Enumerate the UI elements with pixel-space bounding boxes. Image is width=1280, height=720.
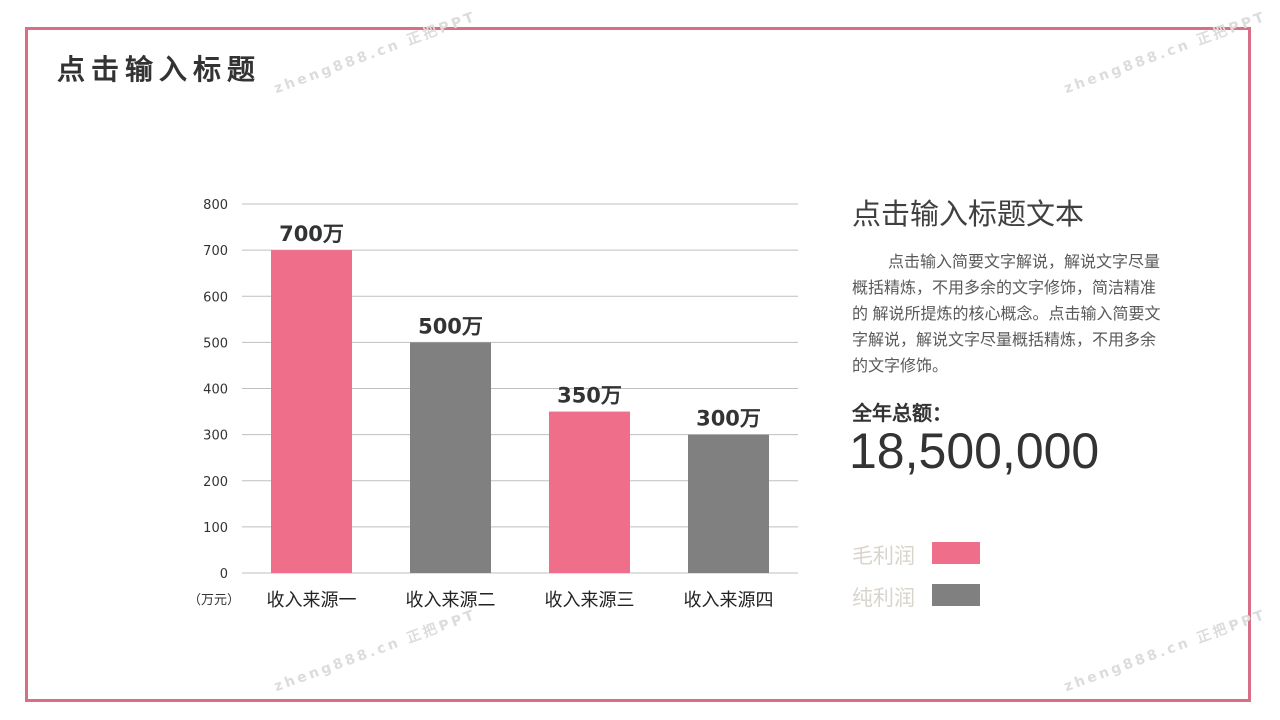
legend-label: 毛利润 xyxy=(852,544,915,568)
data-label: 300万 xyxy=(696,407,761,431)
bar xyxy=(688,434,769,573)
y-tick-label: 400 xyxy=(203,383,228,398)
data-label: 500万 xyxy=(418,314,483,338)
data-label: 700万 xyxy=(279,222,344,246)
x-tick-label: 收入来源一 xyxy=(267,590,357,611)
unit-label: （万元） xyxy=(188,593,240,608)
bar xyxy=(410,342,491,573)
y-tick-label: 100 xyxy=(203,521,228,536)
y-tick-label: 500 xyxy=(203,336,228,351)
total-value: 18,500,000 xyxy=(849,423,1100,479)
panel-title: 点击输入标题文本 xyxy=(852,199,1085,231)
legend-swatch xyxy=(932,584,980,606)
slide-title: 点击输入标题 xyxy=(57,53,262,86)
slide-border xyxy=(25,27,1251,702)
x-tick-label: 收入来源二 xyxy=(406,590,496,611)
legend-label: 纯利润 xyxy=(852,586,915,610)
y-tick-label: 700 xyxy=(203,244,228,259)
y-tick-label: 0 xyxy=(220,567,228,582)
x-tick-label: 收入来源四 xyxy=(684,590,774,611)
legend-swatch xyxy=(932,542,980,564)
y-tick-label: 800 xyxy=(203,198,228,213)
total-label: 全年总额： xyxy=(852,401,952,425)
bar xyxy=(549,411,630,573)
panel-body-text: 点击输入简要文字解说，解说文字尽量概括精炼，不用多余的文字修饰，简洁精准的 解说… xyxy=(852,254,1161,375)
y-tick-label: 300 xyxy=(203,429,228,444)
data-label: 350万 xyxy=(557,384,622,408)
y-tick-label: 600 xyxy=(203,290,228,305)
x-tick-label: 收入来源三 xyxy=(545,590,635,611)
y-tick-label: 200 xyxy=(203,475,228,490)
bar xyxy=(271,250,352,573)
